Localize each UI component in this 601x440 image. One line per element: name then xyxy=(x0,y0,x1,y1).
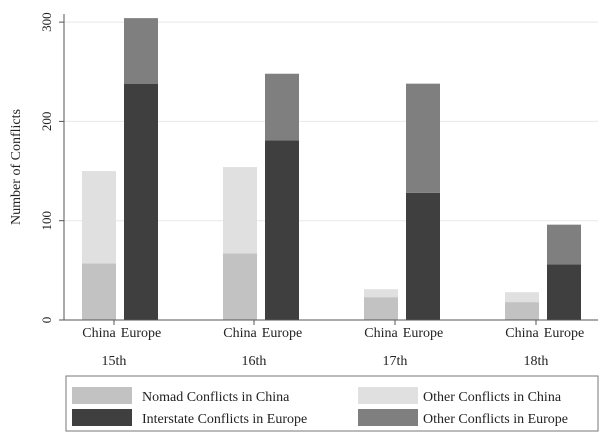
bar-china-16th-nomad-conflicts-in-china xyxy=(223,253,257,320)
x-label-europe-15th: Europe xyxy=(121,326,161,341)
bar-europe-15th-interstate-conflicts-in-europe xyxy=(124,83,158,320)
bar-china-15th-other-conflicts-in-china xyxy=(82,171,116,264)
y-tick-label-200: 200 xyxy=(39,112,54,131)
y-ticks-layer: 0 100 200 300 xyxy=(39,12,64,323)
bar-europe-18th-interstate-conflicts-in-europe xyxy=(547,264,581,320)
bar-china-18th-nomad-conflicts-in-china xyxy=(505,302,539,320)
legend-label-1: Other Conflicts in China xyxy=(423,390,562,405)
x-label-europe-16th: Europe xyxy=(262,326,302,341)
century-label-17th: 17th xyxy=(383,354,408,369)
legend: Nomad Conflicts in China Other Conflicts … xyxy=(65,375,599,432)
bars-layer xyxy=(82,18,581,320)
bar-china-16th-other-conflicts-in-china xyxy=(223,167,257,254)
century-label-15th: 15th xyxy=(102,354,127,369)
y-tick-label-0: 0 xyxy=(39,317,54,324)
century-label-16th: 16th xyxy=(242,354,267,369)
legend-label-0: Nomad Conflicts in China xyxy=(142,390,290,405)
bar-china-15th-nomad-conflicts-in-china xyxy=(82,263,116,320)
x-label-europe-18th: Europe xyxy=(544,326,584,341)
bar-europe-15th-other-conflicts-in-europe xyxy=(124,18,158,84)
legend-box xyxy=(65,375,599,432)
y-tick-label-300: 300 xyxy=(39,12,54,32)
y-tick-label-100: 100 xyxy=(39,211,54,231)
x-label-china-16th: China xyxy=(223,326,257,341)
x-label-china-17th: China xyxy=(364,326,398,341)
bar-china-17th-other-conflicts-in-china xyxy=(364,289,398,298)
legend-swatch-3 xyxy=(358,409,418,426)
bar-europe-17th-interstate-conflicts-in-europe xyxy=(406,192,440,320)
bar-europe-16th-other-conflicts-in-europe xyxy=(265,73,299,141)
x-label-europe-17th: Europe xyxy=(403,326,443,341)
x-labels-layer: China Europe 15th China Europe 16th China Europ… xyxy=(82,320,584,369)
x-label-china-18th: China xyxy=(505,326,539,341)
bar-china-17th-nomad-conflicts-in-china xyxy=(364,297,398,320)
bar-europe-18th-other-conflicts-in-europe xyxy=(547,224,581,265)
y-axis-label: Number of Conflicts xyxy=(9,109,24,225)
century-label-18th: 18th xyxy=(524,354,549,369)
legend-swatch-2 xyxy=(72,409,132,426)
legend-label-3: Other Conflicts in Europe xyxy=(423,412,568,427)
legend-label-2: Interstate Conflicts in Europe xyxy=(142,412,307,427)
bar-europe-17th-other-conflicts-in-europe xyxy=(406,83,440,193)
x-label-china-15th: China xyxy=(82,326,116,341)
bar-europe-16th-interstate-conflicts-in-europe xyxy=(265,140,299,320)
legend-swatch-1 xyxy=(358,387,418,404)
legend-swatch-0 xyxy=(72,387,132,404)
axis-layer xyxy=(63,14,598,321)
bar-china-18th-other-conflicts-in-china xyxy=(505,292,539,303)
